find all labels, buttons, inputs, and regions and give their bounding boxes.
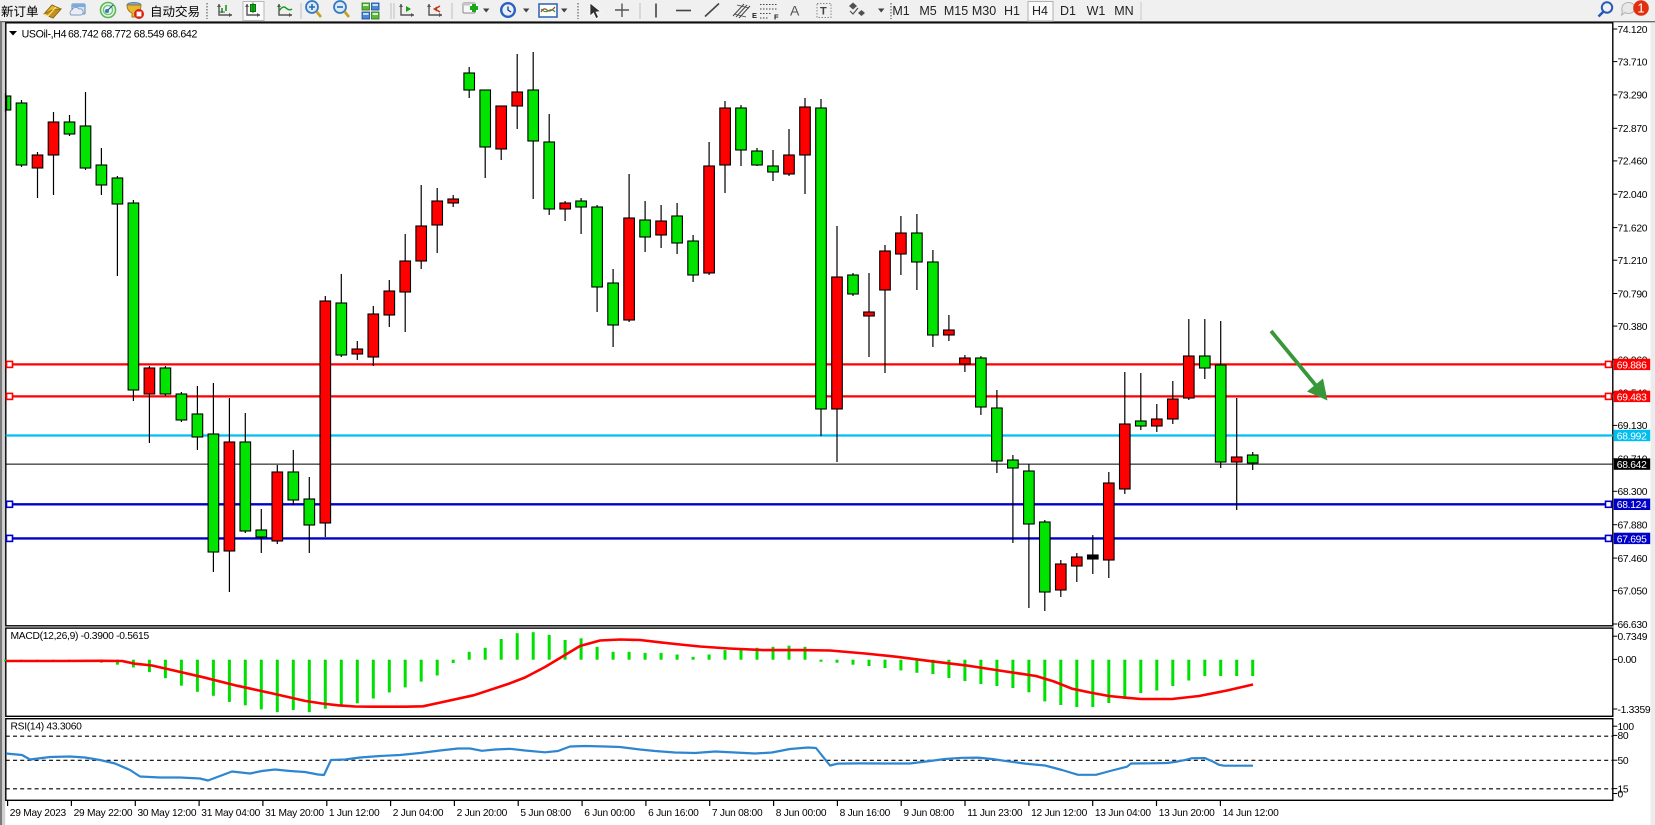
svg-text:68.642: 68.642 xyxy=(1617,460,1647,471)
svg-text:0.7349: 0.7349 xyxy=(1618,632,1648,643)
svg-text:2 Jun 20:00: 2 Jun 20:00 xyxy=(457,808,508,819)
svg-text:1 Jun 12:00: 1 Jun 12:00 xyxy=(329,808,380,819)
svg-text:80: 80 xyxy=(1618,731,1629,742)
svg-text:E: E xyxy=(752,11,757,20)
svg-text:11 Jun 23:00: 11 Jun 23:00 xyxy=(967,808,1023,819)
svg-text:0: 0 xyxy=(1618,789,1624,800)
svg-text:68.742 68.772 68.549 68.642: 68.742 68.772 68.549 68.642 xyxy=(68,29,197,41)
svg-text:73.290: 73.290 xyxy=(1618,91,1648,102)
svg-text:M1: M1 xyxy=(892,4,909,18)
svg-text:USOil-,H4: USOil-,H4 xyxy=(22,29,67,41)
svg-text:74.120: 74.120 xyxy=(1618,25,1648,36)
svg-text:31 May 04:00: 31 May 04:00 xyxy=(201,808,260,819)
svg-text:9 Jun 08:00: 9 Jun 08:00 xyxy=(903,808,954,819)
svg-text:30 May 12:00: 30 May 12:00 xyxy=(138,808,197,819)
svg-text:H1: H1 xyxy=(1004,4,1020,18)
svg-text:H4: H4 xyxy=(1032,4,1048,18)
svg-text:1: 1 xyxy=(1637,1,1644,16)
svg-text:68.992: 68.992 xyxy=(1617,431,1647,442)
svg-text:100: 100 xyxy=(1618,722,1635,733)
svg-text:A: A xyxy=(790,3,800,19)
svg-text:67.695: 67.695 xyxy=(1617,534,1647,545)
svg-text:71.210: 71.210 xyxy=(1618,256,1648,267)
svg-text:72.460: 72.460 xyxy=(1618,157,1648,168)
svg-text:0.00: 0.00 xyxy=(1618,655,1637,666)
svg-text:5 Jun 08:00: 5 Jun 08:00 xyxy=(520,808,571,819)
svg-text:8 Jun 00:00: 8 Jun 00:00 xyxy=(776,808,827,819)
svg-text:6 Jun 00:00: 6 Jun 00:00 xyxy=(584,808,635,819)
svg-text:2 Jun 04:00: 2 Jun 04:00 xyxy=(393,808,444,819)
svg-text:D1: D1 xyxy=(1060,4,1076,18)
svg-text:31 May 20:00: 31 May 20:00 xyxy=(265,808,324,819)
svg-text:72.040: 72.040 xyxy=(1618,190,1648,201)
svg-text:F: F xyxy=(774,13,779,22)
svg-text:71.620: 71.620 xyxy=(1618,223,1648,234)
svg-text:RSI(14) 43.3060: RSI(14) 43.3060 xyxy=(11,722,83,733)
svg-text:M15: M15 xyxy=(944,4,968,18)
svg-text:69.130: 69.130 xyxy=(1618,421,1648,432)
svg-text:14 Jun 12:00: 14 Jun 12:00 xyxy=(1223,808,1279,819)
svg-text:70.380: 70.380 xyxy=(1618,322,1648,333)
svg-text:50: 50 xyxy=(1618,756,1629,767)
svg-text:68.124: 68.124 xyxy=(1617,500,1647,511)
svg-text:69.886: 69.886 xyxy=(1617,360,1647,371)
svg-text:69.483: 69.483 xyxy=(1617,392,1647,403)
svg-text:29 May 2023: 29 May 2023 xyxy=(10,808,67,819)
svg-text:M30: M30 xyxy=(972,4,996,18)
svg-text:6 Jun 16:00: 6 Jun 16:00 xyxy=(648,808,699,819)
svg-text:7 Jun 08:00: 7 Jun 08:00 xyxy=(712,808,763,819)
svg-text:MN: MN xyxy=(1114,4,1133,18)
svg-text:73.710: 73.710 xyxy=(1618,57,1648,68)
svg-text:15: 15 xyxy=(1618,784,1629,795)
svg-text:MACD(12,26,9) -0.3900 -0.5615: MACD(12,26,9) -0.3900 -0.5615 xyxy=(11,631,150,642)
svg-text:67.050: 67.050 xyxy=(1618,586,1648,597)
svg-text:12 Jun 12:00: 12 Jun 12:00 xyxy=(1031,808,1087,819)
svg-text:13 Jun 04:00: 13 Jun 04:00 xyxy=(1095,808,1151,819)
svg-text:M5: M5 xyxy=(919,4,936,18)
svg-text:72.870: 72.870 xyxy=(1618,124,1648,135)
svg-text:T: T xyxy=(820,6,827,18)
svg-text:-1.3359: -1.3359 xyxy=(1618,705,1651,716)
svg-text:68.300: 68.300 xyxy=(1618,487,1648,498)
svg-text:13 Jun 20:00: 13 Jun 20:00 xyxy=(1159,808,1215,819)
svg-text:W1: W1 xyxy=(1087,4,1106,18)
svg-text:67.880: 67.880 xyxy=(1618,521,1648,532)
svg-text:8 Jun 16:00: 8 Jun 16:00 xyxy=(840,808,891,819)
svg-text:70.790: 70.790 xyxy=(1618,289,1648,300)
svg-text:67.460: 67.460 xyxy=(1618,554,1648,565)
svg-text:66.630: 66.630 xyxy=(1618,620,1648,631)
svg-text:29 May 22:00: 29 May 22:00 xyxy=(74,808,133,819)
